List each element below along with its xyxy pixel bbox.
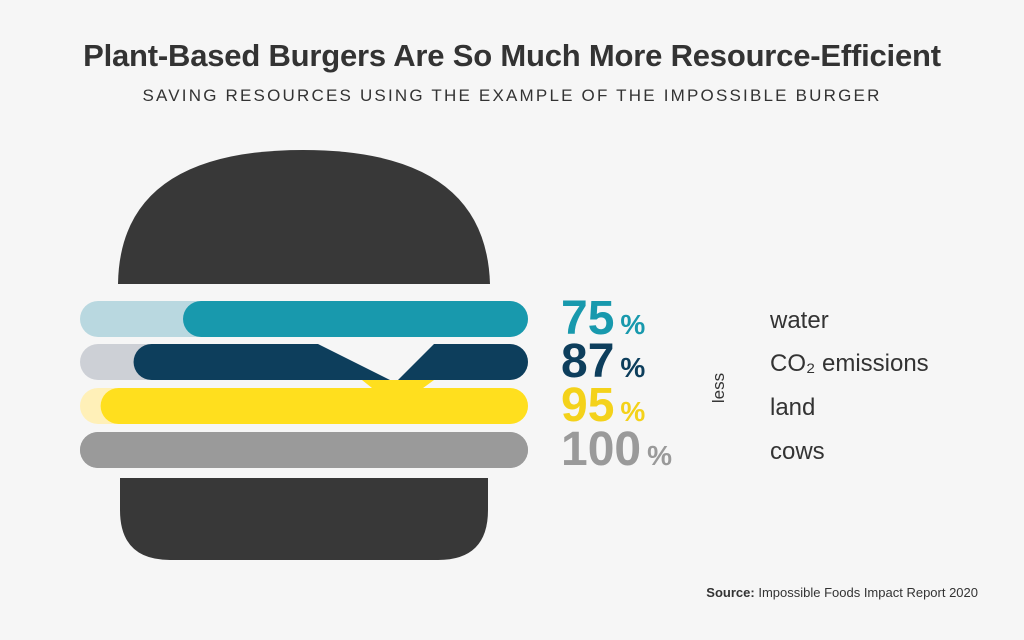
source-text: Impossible Foods Impact Report 2020 (758, 585, 978, 600)
value-label-co-emissions: 87% (561, 335, 645, 388)
bar-land (100, 388, 528, 424)
bars-group (80, 301, 528, 468)
bottom-bun (120, 478, 488, 560)
value-label-cows: 100% (561, 423, 672, 476)
bar-co-emissions (133, 344, 528, 380)
cheese-notch (318, 344, 434, 385)
bar-cows (80, 432, 528, 468)
chart-title: Plant-Based Burgers Are So Much More Res… (83, 38, 941, 73)
labels-group: 75% water 87% CO₂ emissions 95% land 100% cows (561, 292, 929, 476)
top-bun (118, 150, 490, 284)
value-label-land: 95% (561, 379, 645, 432)
category-label-cows: cows (770, 438, 825, 465)
chart-subtitle: SAVING RESOURCES USING THE EXAMPLE OF TH… (142, 86, 882, 105)
source-note: Source: Impossible Foods Impact Report 2… (706, 585, 978, 600)
category-label-co-emissions: CO₂ emissions (770, 350, 929, 377)
cheese-drip (362, 380, 434, 406)
bar-water (183, 301, 528, 337)
value-label-water: 75% (561, 292, 645, 345)
category-label-water: water (769, 307, 829, 334)
less-label: less (709, 373, 728, 403)
source-label: Source: (706, 585, 755, 600)
category-label-land: land (770, 394, 815, 421)
